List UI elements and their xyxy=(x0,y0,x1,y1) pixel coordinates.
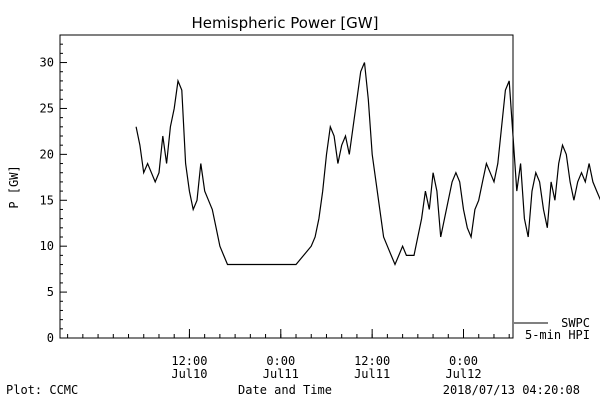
y-axis: 0 5 10 15 20 25 30 xyxy=(40,43,67,345)
y-tick-label: 30 xyxy=(40,56,54,70)
legend-label-top: SWPC xyxy=(561,316,590,330)
x-tick-time-label: 12:00 xyxy=(354,354,390,368)
y-tick-label: 25 xyxy=(40,101,54,115)
x-tick-time-label: 12:00 xyxy=(171,354,207,368)
x-tick-date-label: Jul11 xyxy=(263,367,299,381)
x-tick-time-label: 0:00 xyxy=(449,354,478,368)
y-tick-label: 0 xyxy=(47,331,54,345)
footer-left: Plot: CCMC xyxy=(6,383,78,397)
y-tick-label: 20 xyxy=(40,147,54,161)
series-line-hemispheric-power xyxy=(135,62,600,267)
x-tick-time-label: 0:00 xyxy=(266,354,295,368)
y-tick-label: 15 xyxy=(40,193,54,207)
x-tick-date-label: Jul10 xyxy=(171,367,207,381)
legend-label-bottom: 5-min HPI xyxy=(525,328,590,342)
plot-frame xyxy=(59,34,514,339)
footer-timestamp: 2018/07/13 04:20:08 xyxy=(443,383,580,397)
y-axis-label: P [GW] xyxy=(7,165,21,208)
x-tick-date-label: Jul11 xyxy=(354,367,390,381)
chart-title: Hemispheric Power [GW] xyxy=(192,14,379,32)
y-tick-label: 10 xyxy=(40,239,54,253)
y-tick-label: 5 xyxy=(47,285,54,299)
x-axis-label: Date and Time xyxy=(238,383,332,397)
x-tick-date-label: Jul12 xyxy=(445,367,481,381)
